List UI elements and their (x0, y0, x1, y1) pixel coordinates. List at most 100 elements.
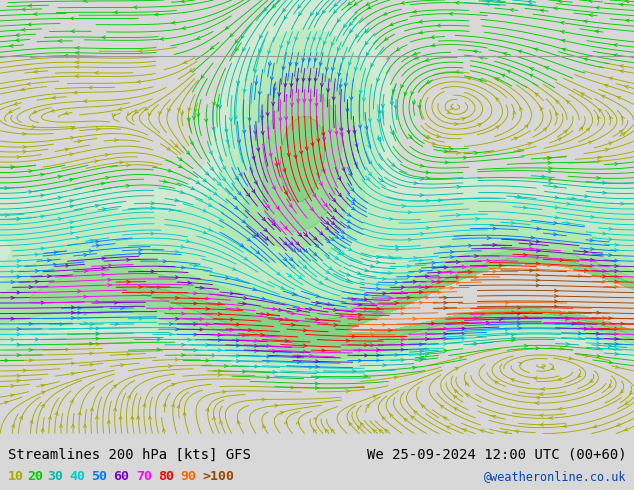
FancyArrowPatch shape (420, 350, 424, 353)
FancyArrowPatch shape (529, 68, 534, 71)
FancyArrowPatch shape (365, 126, 368, 129)
FancyArrowPatch shape (413, 318, 417, 320)
FancyArrowPatch shape (602, 275, 607, 278)
FancyArrowPatch shape (455, 70, 458, 74)
FancyArrowPatch shape (510, 8, 514, 11)
FancyArrowPatch shape (554, 221, 558, 224)
FancyArrowPatch shape (78, 317, 82, 320)
FancyArrowPatch shape (214, 192, 217, 195)
FancyArrowPatch shape (200, 328, 204, 331)
FancyArrowPatch shape (493, 244, 497, 246)
FancyArrowPatch shape (169, 208, 173, 211)
FancyArrowPatch shape (604, 84, 608, 87)
FancyArrowPatch shape (578, 321, 582, 325)
FancyArrowPatch shape (17, 328, 21, 331)
FancyArrowPatch shape (285, 421, 287, 424)
Text: 10: 10 (8, 470, 23, 483)
FancyArrowPatch shape (169, 333, 173, 336)
FancyArrowPatch shape (625, 401, 628, 404)
FancyArrowPatch shape (340, 128, 343, 131)
FancyArrowPatch shape (536, 268, 540, 271)
FancyArrowPatch shape (313, 194, 316, 197)
FancyArrowPatch shape (54, 251, 58, 254)
FancyArrowPatch shape (65, 148, 69, 151)
FancyArrowPatch shape (333, 209, 337, 212)
FancyArrowPatch shape (615, 343, 619, 345)
FancyArrowPatch shape (558, 407, 562, 410)
FancyArrowPatch shape (267, 360, 271, 363)
FancyArrowPatch shape (624, 85, 628, 88)
FancyArrowPatch shape (175, 198, 179, 201)
FancyArrowPatch shape (90, 239, 94, 242)
FancyArrowPatch shape (401, 291, 405, 294)
FancyArrowPatch shape (609, 77, 612, 80)
FancyArrowPatch shape (395, 281, 399, 284)
FancyArrowPatch shape (418, 105, 421, 108)
FancyArrowPatch shape (585, 269, 588, 272)
FancyArrowPatch shape (401, 343, 405, 346)
FancyArrowPatch shape (456, 261, 460, 264)
FancyArrowPatch shape (295, 242, 299, 245)
FancyArrowPatch shape (75, 47, 79, 49)
FancyArrowPatch shape (562, 425, 567, 428)
FancyArrowPatch shape (401, 312, 405, 315)
FancyArrowPatch shape (555, 289, 559, 292)
FancyArrowPatch shape (29, 286, 33, 289)
FancyArrowPatch shape (234, 116, 237, 119)
FancyArrowPatch shape (209, 196, 212, 199)
FancyArrowPatch shape (127, 112, 131, 116)
FancyArrowPatch shape (342, 57, 345, 60)
FancyArrowPatch shape (133, 6, 137, 9)
FancyArrowPatch shape (20, 88, 25, 91)
FancyArrowPatch shape (590, 327, 595, 330)
FancyArrowPatch shape (84, 253, 88, 256)
Text: 50: 50 (91, 470, 107, 483)
FancyArrowPatch shape (275, 404, 279, 407)
FancyArrowPatch shape (327, 89, 330, 92)
FancyArrowPatch shape (517, 312, 521, 315)
FancyArrowPatch shape (394, 376, 398, 379)
FancyArrowPatch shape (17, 265, 21, 268)
FancyArrowPatch shape (371, 63, 373, 67)
FancyArrowPatch shape (462, 337, 466, 340)
FancyArrowPatch shape (78, 306, 82, 310)
FancyArrowPatch shape (190, 69, 193, 72)
FancyArrowPatch shape (351, 207, 355, 210)
FancyArrowPatch shape (212, 102, 216, 105)
FancyArrowPatch shape (327, 240, 330, 243)
FancyArrowPatch shape (391, 102, 394, 105)
FancyArrowPatch shape (450, 106, 453, 109)
FancyArrowPatch shape (338, 193, 341, 196)
FancyArrowPatch shape (523, 206, 527, 209)
FancyArrowPatch shape (139, 317, 143, 320)
FancyArrowPatch shape (177, 405, 180, 409)
FancyArrowPatch shape (78, 140, 82, 143)
FancyArrowPatch shape (503, 52, 507, 55)
FancyArrowPatch shape (368, 6, 371, 9)
FancyArrowPatch shape (556, 100, 559, 103)
FancyArrowPatch shape (560, 30, 564, 33)
FancyArrowPatch shape (603, 191, 607, 195)
FancyArrowPatch shape (325, 68, 328, 71)
FancyArrowPatch shape (303, 350, 307, 353)
FancyArrowPatch shape (365, 269, 369, 272)
FancyArrowPatch shape (438, 271, 442, 274)
FancyArrowPatch shape (358, 313, 362, 316)
FancyArrowPatch shape (183, 61, 187, 64)
FancyArrowPatch shape (314, 237, 317, 240)
FancyArrowPatch shape (597, 176, 600, 179)
FancyArrowPatch shape (590, 258, 595, 261)
FancyArrowPatch shape (72, 424, 74, 427)
FancyArrowPatch shape (517, 322, 521, 325)
FancyArrowPatch shape (323, 41, 327, 44)
FancyArrowPatch shape (491, 416, 496, 418)
FancyArrowPatch shape (262, 297, 266, 300)
FancyArrowPatch shape (413, 10, 417, 13)
FancyArrowPatch shape (171, 404, 174, 407)
FancyArrowPatch shape (242, 302, 247, 305)
FancyArrowPatch shape (139, 285, 143, 289)
FancyArrowPatch shape (422, 405, 425, 408)
FancyArrowPatch shape (385, 37, 388, 40)
FancyArrowPatch shape (377, 287, 380, 291)
FancyArrowPatch shape (126, 164, 131, 167)
